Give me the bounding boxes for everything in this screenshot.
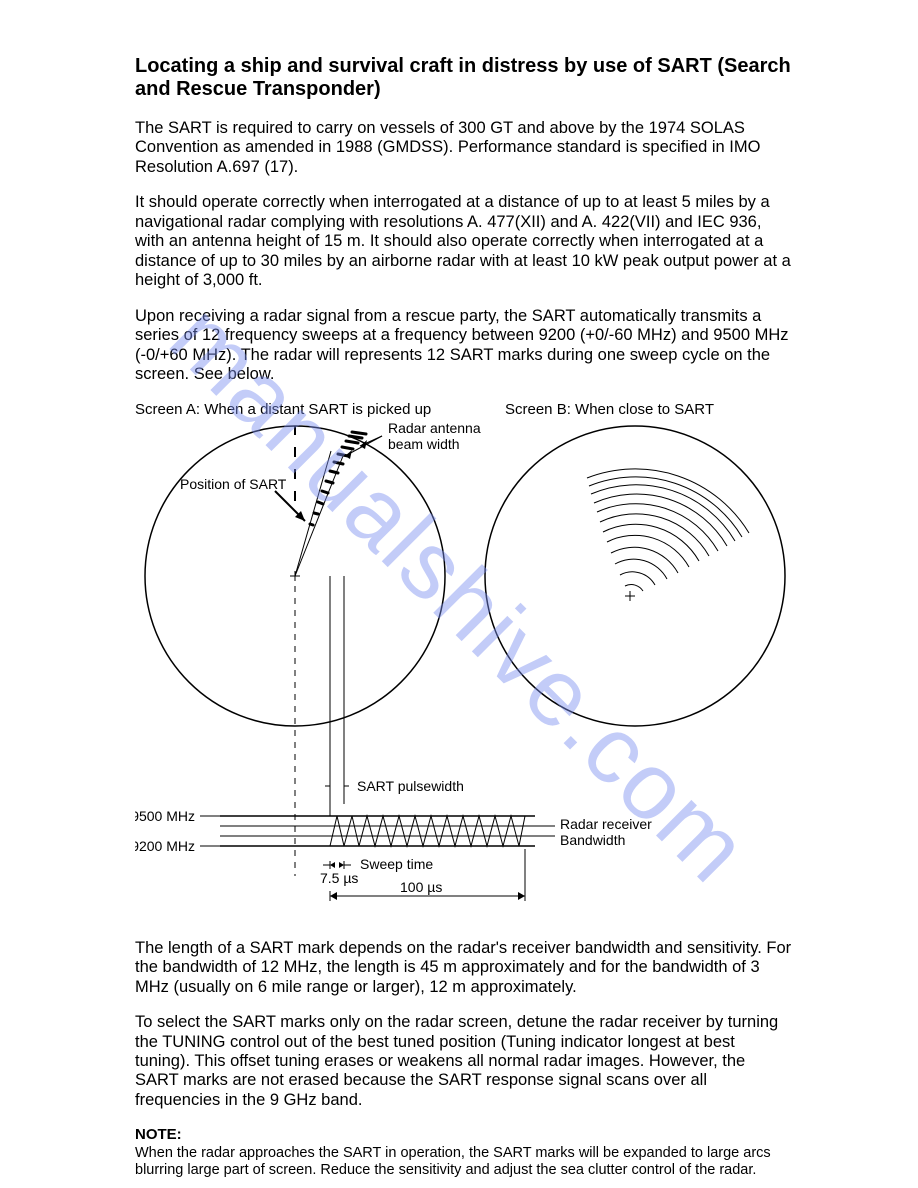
diagram-svg: Radar antenna beam width Position of SAR… bbox=[135, 401, 795, 916]
paragraph-1: The SART is required to carry on vessels… bbox=[135, 119, 793, 177]
sart-diagram: Screen A: When a distant SART is picked … bbox=[135, 401, 795, 921]
label-beam-width: beam width bbox=[388, 436, 460, 452]
caption-screen-b: Screen B: When close to SART bbox=[505, 401, 714, 418]
label-7-5us: 7.5 µs bbox=[320, 870, 358, 886]
paragraph-5: To select the SART marks only on the rad… bbox=[135, 1013, 793, 1110]
paragraph-2: It should operate correctly when interro… bbox=[135, 193, 793, 290]
page-title: Locating a ship and survival craft in di… bbox=[135, 55, 793, 101]
label-radar-antenna: Radar antenna bbox=[388, 420, 481, 436]
note-heading: NOTE: bbox=[135, 1126, 793, 1143]
label-9200: 9200 MHz bbox=[135, 838, 195, 854]
paragraph-4: The length of a SART mark depends on the… bbox=[135, 939, 793, 997]
label-100us: 100 µs bbox=[400, 879, 442, 895]
caption-screen-a: Screen A: When a distant SART is picked … bbox=[135, 401, 431, 418]
label-radar-receiver: Radar receiver bbox=[560, 816, 652, 832]
label-bandwidth: Bandwidth bbox=[560, 832, 625, 848]
paragraph-3: Upon receiving a radar signal from a res… bbox=[135, 307, 793, 385]
note-body: When the radar approaches the SART in op… bbox=[135, 1145, 793, 1178]
label-sweep-time: Sweep time bbox=[360, 856, 433, 872]
label-9500: 9500 MHz bbox=[135, 808, 195, 824]
label-position-sart: Position of SART bbox=[180, 476, 287, 492]
label-sart-pulsewidth: SART pulsewidth bbox=[357, 778, 464, 794]
